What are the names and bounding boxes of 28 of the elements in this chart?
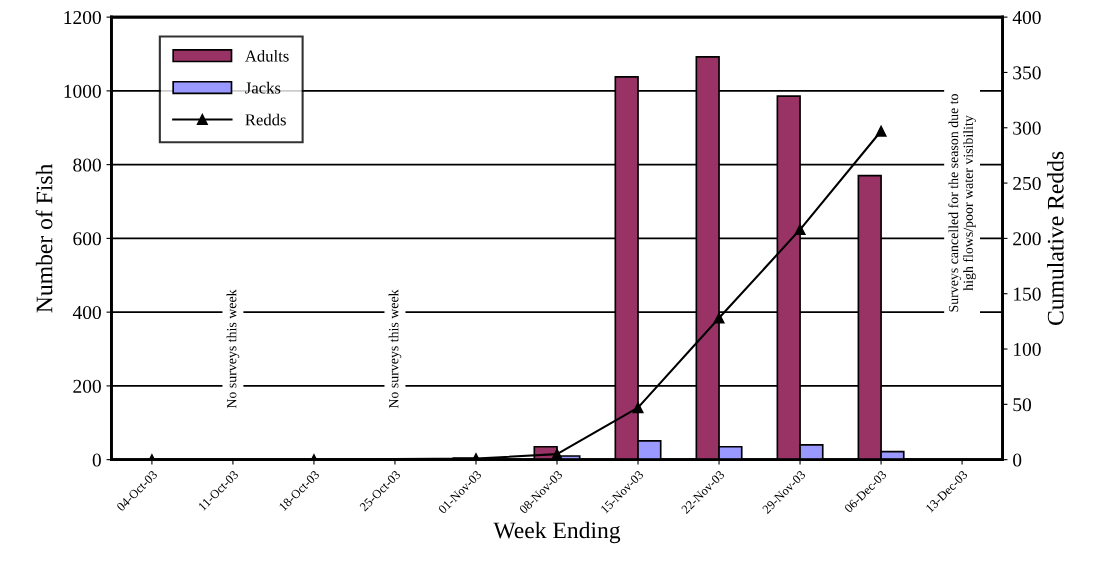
y-tick-label: 800 [73, 158, 101, 172]
point [794, 223, 806, 236]
y-tick-label: 0 [92, 453, 101, 467]
y2-tick-label: 250 [1013, 176, 1041, 191]
y-tick-label: 1000 [64, 84, 101, 98]
y-tick-label: 400 [72, 305, 101, 320]
y-tick-label: 1200 [64, 10, 101, 25]
annotation: Surveys cancelled for the season due to high flows/poor water visibility [948, 93, 976, 312]
y2-tick-label: 150 [1014, 287, 1041, 301]
legend-label: Adults [245, 49, 289, 62]
legend-label: Redds [245, 113, 286, 126]
y2-tick-label: 100 [1014, 342, 1041, 356]
annotation: No surveys this week [388, 289, 402, 409]
y-tick-label: 200 [73, 379, 101, 393]
y-tick-label: 600 [73, 232, 101, 246]
point [713, 312, 725, 324]
y2-tick-label: 350 [1013, 66, 1041, 80]
point [875, 125, 887, 137]
y-axis-title: Number of Fish [35, 163, 53, 313]
y2-tick-label: 400 [1012, 10, 1041, 25]
y2-tick-label: 0 [1013, 453, 1022, 467]
legend-label: Jacks [245, 81, 281, 94]
x-axis-title: Week Ending [493, 521, 621, 544]
y2-tick-label: 300 [1013, 121, 1041, 135]
y2-tick-label: 200 [1013, 232, 1041, 246]
y2-axis-title: Cumulative Redds [1047, 151, 1064, 325]
annotation: No surveys this week [226, 289, 240, 409]
y2-tick-label: 50 [1013, 398, 1032, 412]
